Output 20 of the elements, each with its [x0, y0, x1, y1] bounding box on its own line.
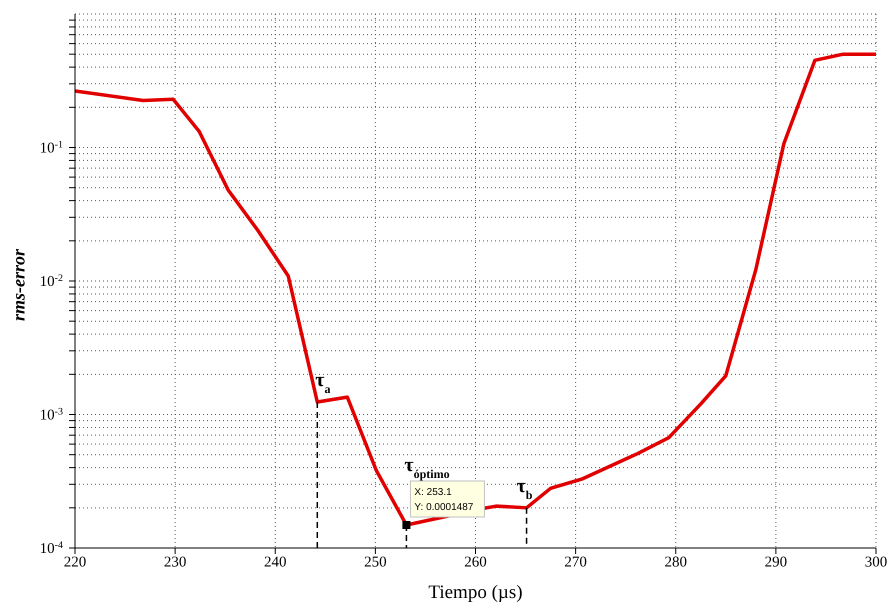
x-tick-label: 270 [564, 554, 587, 571]
x-tick-label: 230 [164, 554, 186, 571]
y-tick-label: 10$^{-1}$ [40, 139, 63, 156]
x-tick-label: 240 [264, 554, 286, 571]
x-tick-label: 300 [864, 554, 888, 571]
annotation: X: 253.1 Y: 0.0001487 [414, 486, 474, 513]
y-tick-label: 10$^{-3}$ [40, 406, 63, 424]
datatip-box: X: 253.1 Y: 0.0001487 [410, 480, 485, 518]
y-tick-label: 10$^{-2}$ [40, 272, 63, 290]
x-tick-label: 290 [764, 554, 788, 571]
y-axis-title: rms-error [8, 248, 28, 321]
x-tick-label: 250 [364, 554, 387, 571]
annotation: τ$_{a}$ [315, 369, 331, 396]
annotation: τ$_{óptimo}$ [404, 454, 450, 481]
x-tick-label: 220 [64, 554, 86, 571]
y-tick-label: 10$^{-4}$ [40, 540, 63, 557]
x-tick-label: 280 [664, 554, 687, 571]
x-axis-title: Tiempo (µs) [428, 582, 523, 603]
x-tick-label: 260 [464, 554, 487, 571]
annotation: τ$_{b}$ [516, 474, 533, 502]
